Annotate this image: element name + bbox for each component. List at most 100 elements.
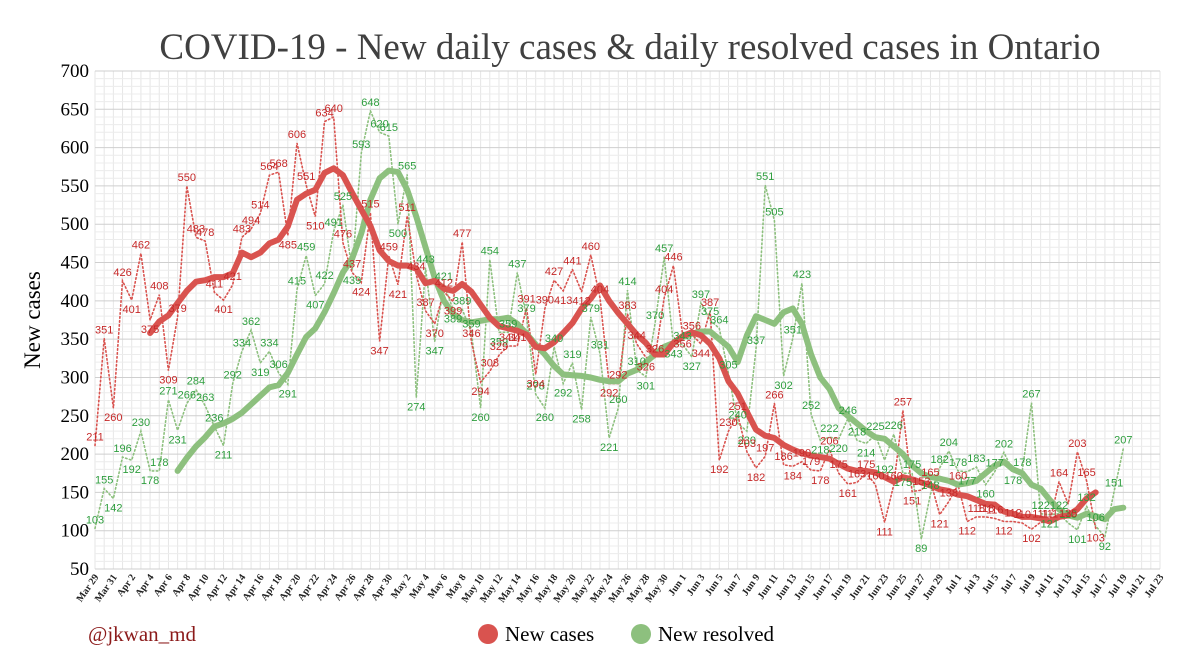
data-label-new-cases: 341 (499, 332, 517, 344)
data-labels: 1031551421961922301781782712312662842632… (86, 97, 1133, 555)
data-label-new-cases: 309 (159, 375, 177, 387)
data-label-new-cases: 160 (949, 471, 967, 483)
data-label-new-cases: 404 (655, 284, 673, 296)
data-label-new-cases: 186 (774, 451, 792, 463)
y-tick-label: 200 (61, 444, 90, 465)
data-label-new-cases: 370 (426, 328, 444, 340)
data-label-new-resolved: 284 (187, 376, 205, 388)
data-label-new-resolved: 122 (1050, 500, 1068, 512)
y-tick-label: 50 (70, 559, 89, 580)
x-tick-label: Jul 1 (944, 572, 965, 595)
data-label-new-cases: 551 (297, 171, 315, 183)
data-label-new-resolved: 222 (820, 423, 838, 435)
data-label-new-cases: 135 (1059, 508, 1077, 520)
data-label-new-cases: 437 (343, 258, 361, 270)
data-label-new-cases: 510 (306, 221, 324, 233)
data-label-new-cases: 121 (930, 519, 948, 531)
data-label-new-cases: 329 (490, 341, 508, 353)
data-label-new-resolved: 459 (297, 242, 315, 254)
data-label-new-resolved: 525 (334, 191, 352, 203)
data-label-new-cases: 446 (664, 252, 682, 264)
y-axis-label: New cases (20, 271, 45, 369)
data-label-new-resolved: 178 (1004, 475, 1022, 487)
data-label-new-resolved: 230 (132, 417, 150, 429)
data-label-new-resolved: 351 (784, 324, 802, 336)
data-label-new-resolved: 648 (361, 97, 379, 109)
data-label-new-cases: 390 (536, 295, 554, 307)
x-tick-label: Jun 7 (722, 572, 745, 598)
x-tick-label: Jul 5 (980, 572, 1001, 595)
data-label-new-cases: 308 (481, 357, 499, 369)
data-label-new-resolved: 379 (517, 303, 535, 315)
y-tick-label: 500 (61, 214, 90, 235)
data-label-new-resolved: 437 (508, 258, 526, 270)
data-label-new-resolved: 132 (1077, 492, 1095, 504)
data-label-new-resolved: 230 (738, 435, 756, 447)
data-label-new-cases: 112 (1004, 507, 1022, 519)
data-label-new-cases: 640 (325, 103, 343, 115)
x-tick-label: Jun 1 (666, 572, 689, 598)
data-label-new-cases: 375 (141, 324, 159, 336)
data-label-new-resolved: 274 (407, 401, 425, 413)
grid (94, 70, 1161, 570)
data-label-new-resolved: 151 (1105, 478, 1123, 490)
data-label-new-resolved: 306 (269, 359, 287, 371)
chart-title: COVID-19 - New daily cases & daily resol… (159, 27, 1100, 68)
data-label-new-cases: 412 (572, 296, 590, 308)
data-label-new-cases: 160 (885, 471, 903, 483)
data-label-new-cases: 326 (637, 362, 655, 374)
legend-label-new-resolved: New resolved (658, 622, 775, 646)
data-label-new-cases: 413 (554, 295, 572, 307)
data-label-new-resolved: 89 (915, 543, 927, 555)
data-label-new-cases: 460 (582, 241, 600, 253)
data-label-new-resolved: 334 (260, 337, 278, 349)
data-label-new-resolved: 240 (728, 409, 746, 421)
data-label-new-resolved: 178 (949, 457, 967, 469)
data-label-new-resolved: 370 (646, 310, 664, 322)
data-label-new-cases: 260 (104, 412, 122, 424)
data-label-new-resolved: 252 (802, 400, 820, 412)
data-label-new-resolved: 414 (618, 276, 636, 288)
data-label-new-cases: 514 (251, 200, 269, 212)
series-new-resolved-daily-line (94, 108, 1125, 540)
data-label-new-cases: 178 (811, 475, 829, 487)
data-label-new-resolved: 362 (242, 316, 260, 328)
data-label-new-resolved: 291 (279, 388, 297, 400)
data-label-new-resolved: 246 (839, 405, 857, 417)
data-label-new-resolved: 331 (591, 340, 609, 352)
data-label-new-resolved: 359 (462, 318, 480, 330)
data-label-new-resolved: 177 (958, 476, 976, 488)
series-new-cases-average-line (147, 165, 1099, 525)
data-label-new-cases: 153 (912, 476, 930, 488)
data-label-new-cases: 427 (545, 266, 563, 278)
data-label-new-cases: 387 (416, 297, 434, 309)
data-label-new-resolved: 439 (343, 275, 361, 287)
data-label-new-cases: 383 (618, 300, 636, 312)
data-label-new-resolved: 177 (986, 458, 1004, 470)
data-label-new-resolved: 271 (159, 386, 177, 398)
data-label-new-resolved: 343 (673, 331, 691, 343)
y-tick-label: 350 (61, 329, 90, 350)
y-tick-label: 550 (61, 176, 90, 197)
data-label-new-resolved: 421 (435, 271, 453, 283)
data-label-new-resolved: 551 (756, 171, 774, 183)
data-label-new-cases: 477 (453, 228, 471, 240)
data-label-new-resolved: 155 (95, 475, 113, 487)
data-label-new-resolved: 593 (352, 139, 370, 151)
data-label-new-cases: 421 (389, 289, 407, 301)
x-tick-label: Jun 5 (703, 572, 726, 598)
data-label-new-cases: 401 (214, 304, 232, 316)
data-label-new-resolved: 160 (976, 489, 994, 501)
data-label-new-resolved: 359 (499, 318, 517, 330)
data-label-new-resolved: 204 (940, 437, 958, 449)
data-label-new-cases: 294 (471, 386, 489, 398)
data-label-new-cases: 476 (334, 229, 352, 241)
data-label-new-cases: 111 (876, 526, 893, 538)
data-label-new-resolved: 192 (875, 464, 893, 476)
y-tick-label: 450 (61, 253, 90, 274)
data-label-new-cases: 175 (829, 459, 847, 471)
data-label-new-cases: 138 (940, 488, 958, 500)
data-label-new-cases: 379 (168, 303, 186, 315)
data-label-new-cases: 421 (224, 271, 242, 283)
data-label-new-cases: 478 (196, 227, 214, 239)
